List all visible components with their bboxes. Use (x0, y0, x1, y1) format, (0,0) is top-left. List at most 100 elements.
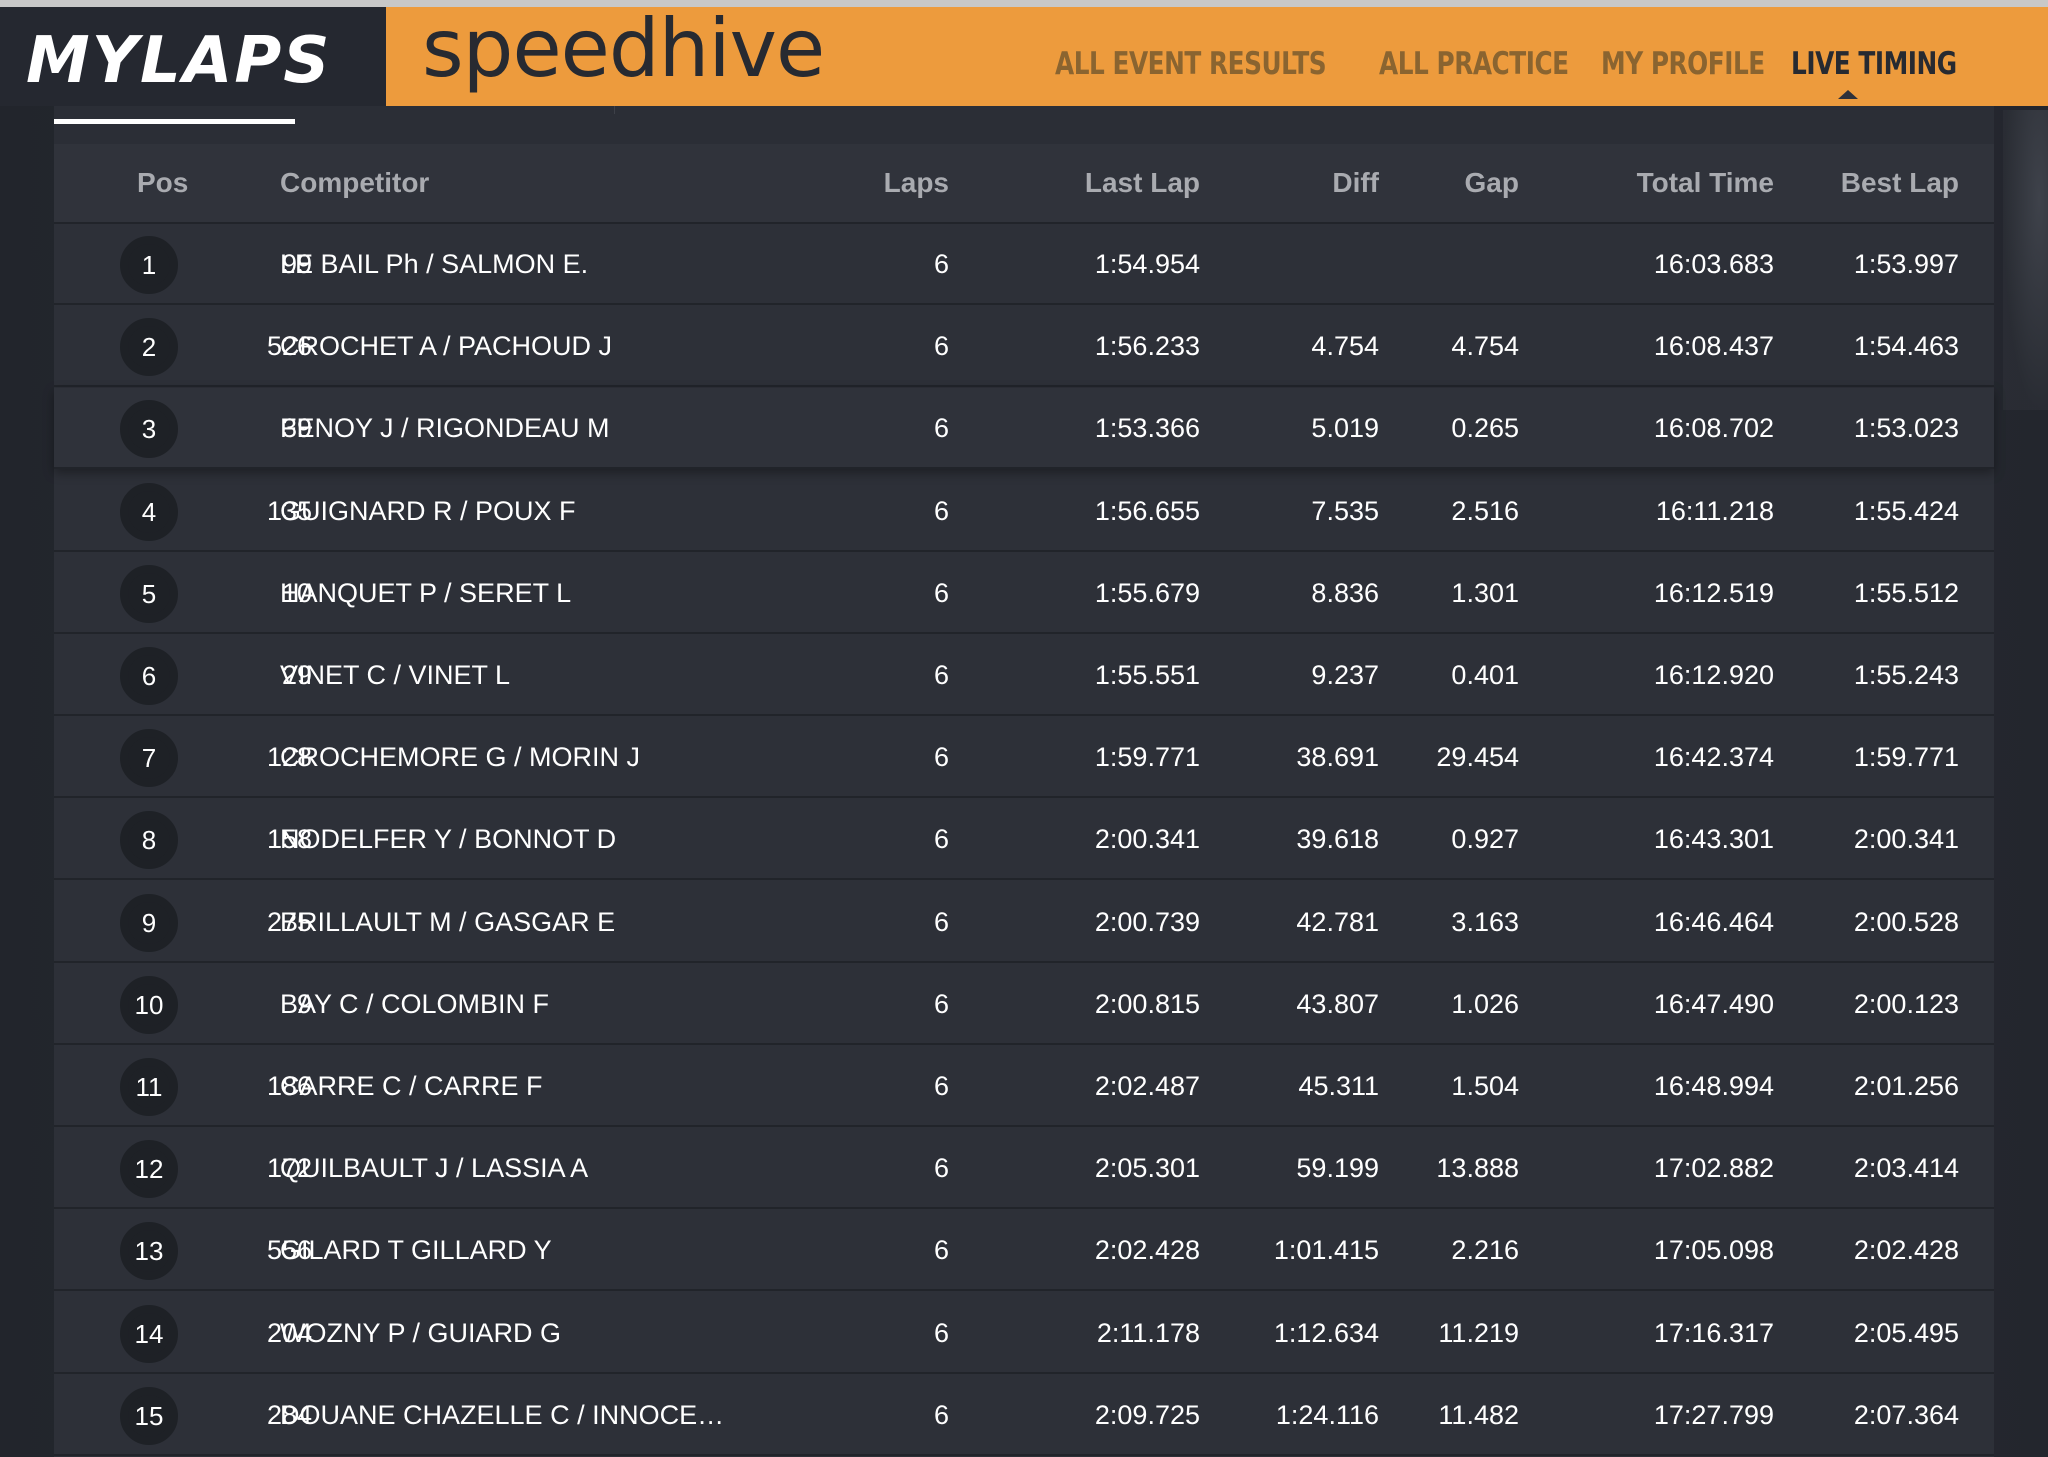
gap-value: 11.219 (1438, 1317, 1519, 1348)
car-number: 204 (266, 1317, 312, 1348)
total-time-value: 16:47.490 (1653, 988, 1774, 1019)
laps-value: 6 (933, 331, 949, 362)
table-row[interactable]: 4 135 GUIGNARD R / POUX F 6 1:56.655 7.535 2.5… (54, 471, 1994, 552)
competitor-name: QUILBAULT J / LASSIA A (280, 1153, 589, 1184)
table-row[interactable]: 10 9 BAY C / COLOMBIN F 6 2:00.815 43.807 1.02… (54, 964, 1994, 1045)
total-time-value: 16:08.437 (1653, 331, 1774, 362)
browser-top-strip (0, 0, 2048, 7)
best-lap-value: 2:00.341 (1853, 824, 1959, 855)
speedhive-logo[interactable]: speedhive (422, 2, 825, 95)
car-number: 29 (281, 660, 312, 690)
position-badge: 9 (120, 893, 178, 952)
car-number: 172 (266, 1153, 312, 1184)
gap-value: 29.454 (1436, 742, 1519, 773)
laps-value: 6 (933, 1317, 949, 1348)
gap-value: 4.754 (1451, 331, 1519, 362)
total-time-value: 17:02.882 (1653, 1153, 1774, 1184)
laps-value: 6 (933, 660, 949, 690)
laps-value: 6 (933, 249, 949, 279)
car-number: 275 (266, 906, 312, 937)
table-row[interactable]: 6 29 VINET C / VINET L 6 1:55.551 9.237 0.401 1… (54, 635, 1994, 716)
table-row[interactable]: 13 556 GILARD T GILLARD Y 6 2:02.428 1:01.415… (54, 1210, 1994, 1292)
diff-value: 1:24.116 (1275, 1399, 1379, 1430)
competitor-name: BRILLAULT M / GASGAR E (280, 906, 616, 937)
diff-value: 4.754 (1311, 331, 1379, 362)
car-number: 158 (266, 824, 312, 855)
nav-my-profile[interactable]: MY PROFILE (1601, 46, 1765, 82)
table-row[interactable]: 1 99 LE BAIL Ph / SALMON E. 6 1:54.954 16:03.… (54, 224, 1994, 305)
position-badge: 13 (120, 1222, 178, 1281)
last-lap-value: 1:53.366 (1094, 413, 1200, 444)
position-badge: 8 (120, 811, 178, 870)
competitor-name: GUIGNARD R / POUX F (280, 495, 576, 526)
total-time-value: 17:16.317 (1653, 1317, 1774, 1348)
position-badge: 4 (120, 482, 178, 541)
diff-value: 5.019 (1311, 413, 1379, 444)
diff-value: 1:01.415 (1273, 1235, 1379, 1266)
header-bar: speedhive ALL EVENT RESULTS ALL PRACTICE… (386, 2, 2048, 106)
gap-value: 2.216 (1451, 1235, 1519, 1266)
diff-value: 39.618 (1296, 824, 1379, 855)
table-row[interactable]: 12 172 QUILBAULT J / LASSIA A 6 2:05.301 59.1… (54, 1128, 1994, 1210)
car-number: 556 (266, 1235, 312, 1266)
gap-value: 0.401 (1451, 660, 1519, 690)
diff-value: 7.535 (1311, 495, 1379, 526)
header-best-lap[interactable]: Best Lap (1840, 167, 1959, 198)
car-number: 9 (296, 988, 312, 1019)
header-diff[interactable]: Diff (1332, 167, 1379, 198)
car-number: 128 (266, 742, 312, 773)
last-lap-value: 2:02.487 (1094, 1071, 1200, 1101)
competitor-name: WOZNY P / GUIARD G (280, 1317, 562, 1348)
total-time-value: 16:12.519 (1653, 577, 1774, 608)
brand-area[interactable]: MYLAPS (0, 7, 386, 106)
position-badge: 5 (120, 564, 178, 623)
laps-value: 6 (933, 1153, 949, 1184)
gap-value: 11.482 (1438, 1399, 1519, 1430)
active-tab-underline[interactable] (54, 119, 295, 124)
nav-all-event-results[interactable]: ALL EVENT RESULTS (1055, 46, 1327, 82)
car-number: 526 (266, 331, 312, 362)
last-lap-value: 2:11.178 (1096, 1317, 1200, 1348)
gap-value: 1.026 (1451, 988, 1519, 1019)
laps-value: 6 (933, 1235, 949, 1266)
diff-value: 45.311 (1298, 1071, 1379, 1101)
diff-value: 38.691 (1296, 742, 1379, 773)
table-row[interactable]: 5 10 HANQUET P / SERET L 6 1:55.679 8.836 1.30… (54, 553, 1994, 634)
table-row[interactable]: 15 284 DOUANE CHAZELLE C / INNOCE… 6 2:09.72… (54, 1375, 1994, 1456)
header-pos[interactable]: Pos (137, 167, 189, 198)
mylaps-logo[interactable]: MYLAPS (26, 24, 332, 98)
table-row[interactable]: 8 158 NODELFER Y / BONNOT D 6 2:00.341 39.618… (54, 799, 1994, 881)
site-header: MYLAPS speedhive ALL EVENT RESULTS ALL P… (0, 2, 2048, 106)
header-laps[interactable]: Laps (883, 167, 949, 198)
competitor-name: GILARD T GILLARD Y (280, 1235, 552, 1266)
table-row[interactable]: 7 128 CROCHEMORE G / MORIN J 6 1:59.771 38.69… (54, 717, 1994, 799)
competitor-name: HANQUET P / SERET L (280, 577, 572, 608)
header-last-lap[interactable]: Last Lap (1084, 167, 1200, 198)
position-badge: 15 (120, 1386, 178, 1445)
diff-value: 42.781 (1296, 906, 1379, 937)
position-badge: 12 (120, 1140, 178, 1199)
diff-value: 8.836 (1311, 577, 1379, 608)
table-row[interactable]: 14 204 WOZNY P / GUIARD G 6 2:11.178 1:12.634… (54, 1293, 1994, 1374)
laps-value: 6 (933, 495, 949, 526)
nav-all-practice[interactable]: ALL PRACTICE (1378, 46, 1569, 82)
last-lap-value: 2:09.725 (1094, 1399, 1200, 1430)
best-lap-value: 2:02.428 (1853, 1235, 1959, 1266)
last-lap-value: 1:56.233 (1094, 331, 1200, 362)
table-row[interactable]: 9 275 BRILLAULT M / GASGAR E 6 2:00.739 42.78… (54, 882, 1994, 963)
header-gap[interactable]: Gap (1464, 167, 1519, 198)
car-number: 284 (266, 1399, 312, 1430)
last-lap-value: 2:00.341 (1094, 824, 1200, 855)
header-competitor[interactable]: Competitor (280, 167, 430, 198)
last-lap-value: 1:55.679 (1094, 577, 1200, 608)
table-row[interactable]: 2 526 CROCHET A / PACHOUD J 6 1:56.233 4.754 4… (54, 306, 1994, 388)
header-total-time[interactable]: Total Time (1636, 167, 1774, 198)
last-lap-value: 1:55.551 (1094, 660, 1200, 690)
position-badge: 2 (120, 318, 178, 377)
total-time-value: 17:05.098 (1653, 1235, 1774, 1266)
table-row[interactable]: 11 186 CARRE C / CARRE F 6 2:02.487 45.311 1.5… (54, 1046, 1994, 1127)
table-row[interactable]: 3 39 FENOY J / RIGONDEAU M 6 1:53.366 5.019 0.… (54, 388, 1994, 470)
gap-value: 0.265 (1451, 413, 1519, 444)
nav-live-timing[interactable]: LIVE TIMING (1790, 46, 1957, 82)
diff-value: 1:12.634 (1273, 1317, 1379, 1348)
